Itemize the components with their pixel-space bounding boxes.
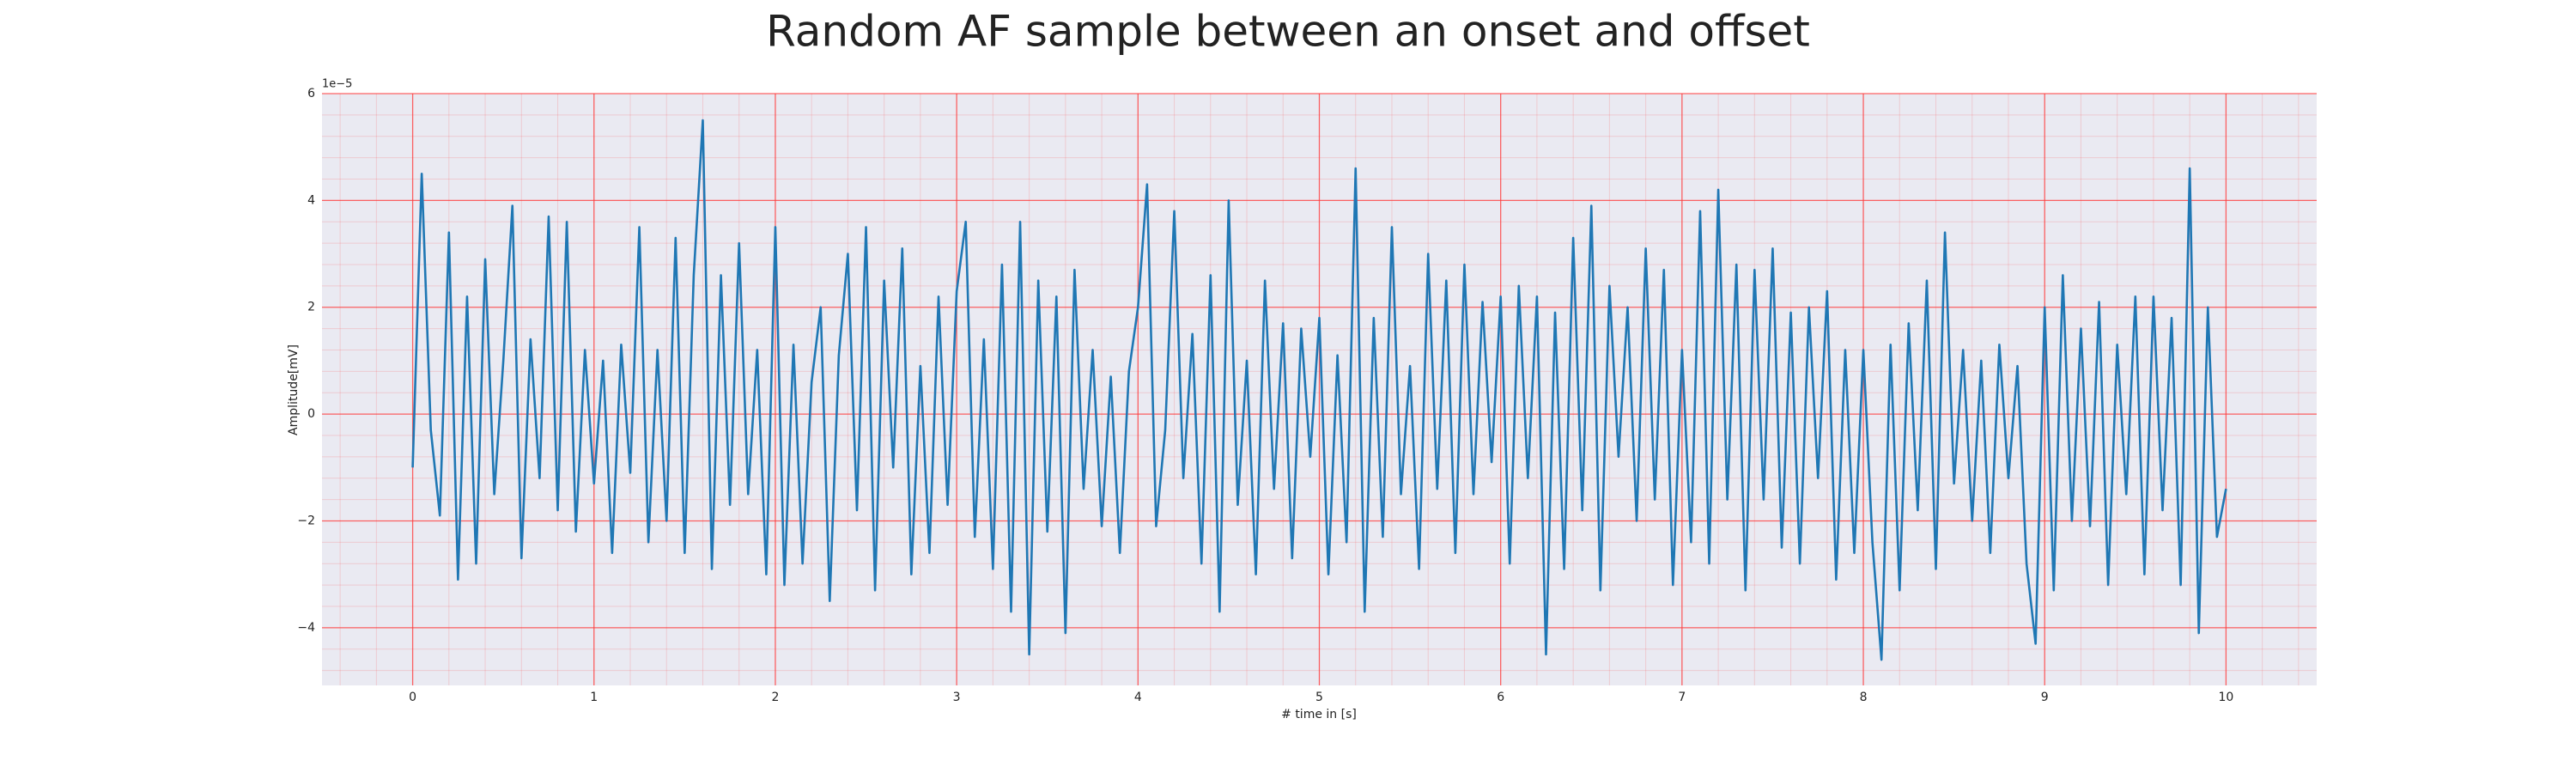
x-tick-label: 7 (1678, 691, 1686, 704)
y-offset-label: 1e−5 (322, 78, 352, 91)
y-tick-label: 0 (307, 407, 315, 421)
x-tick-label: 6 (1497, 691, 1504, 704)
y-tick-label: 2 (307, 301, 315, 314)
x-tick-label: 1 (590, 691, 598, 704)
x-tick-label: 9 (2041, 691, 2049, 704)
x-tick-label: 8 (1860, 691, 1868, 704)
y-tick-label: 6 (307, 87, 315, 100)
x-axis-label: # time in [s] (1281, 708, 1357, 721)
signal-line (411, 119, 2227, 661)
x-tick-label: 3 (953, 691, 961, 704)
chart-title: Random AF sample between an onset and of… (766, 7, 1810, 57)
y-tick-label: −2 (297, 514, 315, 527)
y-tick-label: 4 (307, 193, 315, 207)
x-tick-label: 5 (1315, 691, 1323, 704)
x-tick-label: 4 (1134, 691, 1142, 704)
y-axis-label: Amplitude[mV] (287, 344, 301, 435)
x-tick-label: 10 (2218, 691, 2233, 704)
x-tick-label: 0 (409, 691, 416, 704)
y-tick-label: −4 (297, 621, 315, 635)
x-tick-label: 2 (771, 691, 779, 704)
